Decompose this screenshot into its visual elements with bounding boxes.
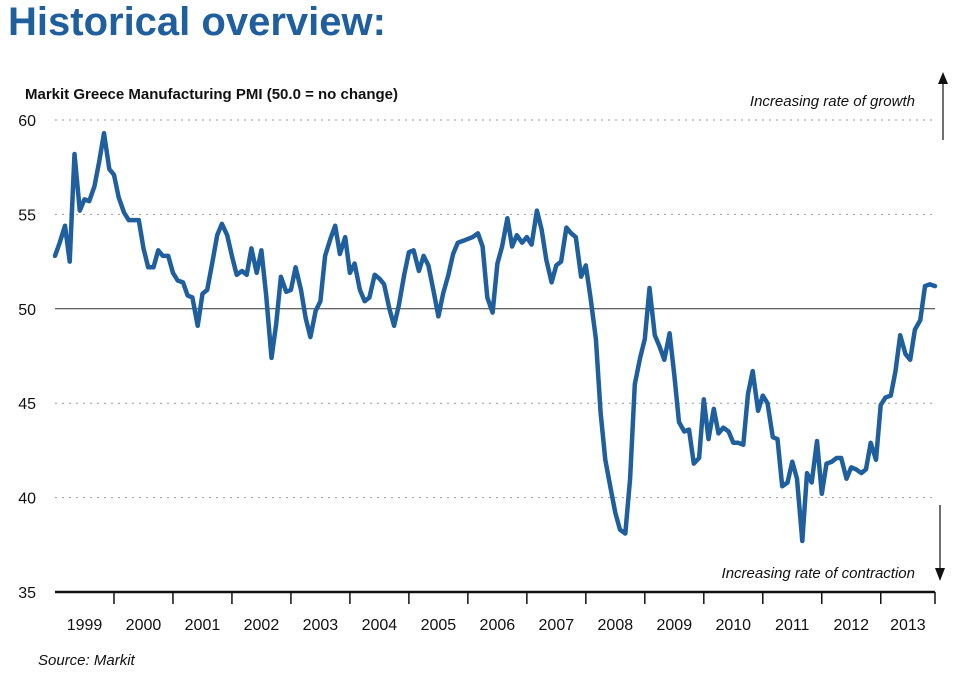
y-tick-label: 35	[18, 585, 36, 602]
annotations: Increasing rate of growth Increasing rat…	[722, 72, 948, 582]
x-tick-label: 2002	[244, 617, 280, 634]
x-tick-label: 2011	[775, 617, 810, 634]
y-tick-label: 50	[18, 302, 36, 319]
x-tick-label: 2005	[421, 617, 457, 634]
chart-title: Markit Greece Manufacturing PMI (50.0 = …	[25, 86, 399, 103]
x-tick-label: 2013	[890, 617, 926, 634]
series-layer	[52, 130, 938, 544]
y-tick-label: 45	[18, 396, 36, 413]
down-arrow-icon	[935, 505, 945, 581]
x-tick-label: 2009	[657, 617, 693, 634]
source-note: Source: Markit	[38, 652, 135, 669]
growth-annotation: Increasing rate of growth	[750, 93, 915, 110]
y-axis-ticks: 35 40 45 50 55 60	[18, 113, 36, 602]
x-tick-label: 2003	[303, 617, 339, 634]
x-tick-label: 1999	[67, 617, 103, 634]
y-tick-label: 60	[18, 113, 36, 130]
x-axis-ticks: 1999 2000 2001 2002 2003 2004 2005 2006 2007 2008…	[67, 592, 936, 634]
x-tick-label: 2006	[480, 617, 516, 634]
y-tick-label: 40	[18, 491, 36, 508]
x-tick-label: 2007	[539, 617, 575, 634]
x-tick-label: 2012	[833, 617, 869, 634]
x-tick-label: 2000	[126, 617, 162, 634]
x-tick-label: 2008	[598, 617, 634, 634]
pmi-series-line	[52, 130, 938, 544]
page-title: Historical overview:	[8, 0, 386, 44]
x-tick-label: 2004	[362, 617, 398, 634]
contraction-annotation: Increasing rate of contraction	[722, 565, 915, 582]
y-tick-label: 55	[18, 207, 36, 224]
up-arrow-icon	[938, 72, 948, 140]
x-tick-label: 2010	[715, 617, 751, 634]
x-tick-label: 2001	[185, 617, 221, 634]
